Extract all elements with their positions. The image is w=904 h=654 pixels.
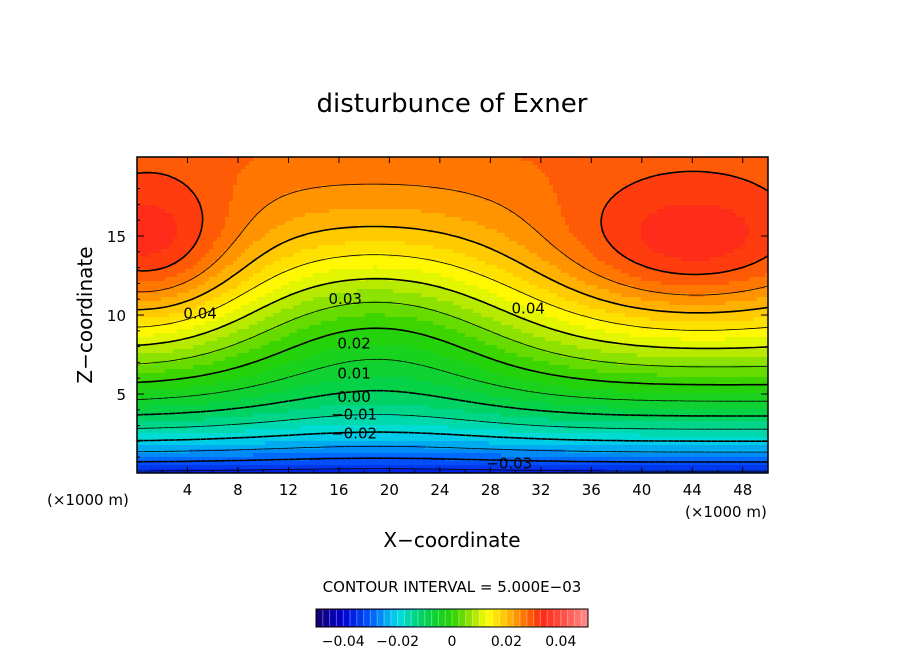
colorbar-cell xyxy=(533,610,541,626)
contour-line xyxy=(137,183,768,296)
contour-line xyxy=(137,254,768,331)
contour-line xyxy=(137,431,768,442)
y-tick-label: 10 xyxy=(107,307,126,325)
contour-labels: 0.04 0.03 0.04 0.02 0.01 0.00−0.01−0.02 −0.03 xyxy=(183,290,545,472)
chart-title: disturbunce of Exner xyxy=(317,89,588,119)
colorbar-cell xyxy=(438,610,446,626)
contour-line xyxy=(137,414,768,430)
colorbar-cell xyxy=(486,610,493,626)
contour-label: 0.04 xyxy=(183,304,216,322)
contour-line xyxy=(137,277,768,350)
contour-line xyxy=(137,445,768,453)
colorbar-cell xyxy=(574,610,582,626)
colorbar-tick-label: 0.02 xyxy=(491,634,522,650)
x-tick-label: 20 xyxy=(380,481,399,499)
contour-label: −0.02 xyxy=(331,425,377,443)
y-tick-label: 15 xyxy=(107,228,126,246)
colorbar-cell xyxy=(479,610,486,626)
contour-label: 0.00 xyxy=(337,388,370,406)
contour-line xyxy=(137,457,768,463)
x-tick-label: 36 xyxy=(582,481,601,499)
colorbar-cell xyxy=(397,610,405,626)
x-tick-label: 4 xyxy=(183,481,193,499)
colorbar-cell xyxy=(513,610,520,626)
contour-field xyxy=(137,157,768,473)
colorbar-cell xyxy=(418,610,425,626)
colorbar-cell xyxy=(350,610,357,626)
colorbar-cell xyxy=(322,610,330,626)
x-tick-label: 24 xyxy=(430,481,449,499)
colorbar-cell xyxy=(465,610,473,626)
colorbar-cell xyxy=(336,610,344,626)
colorbar-tick-label: −0.04 xyxy=(322,634,365,650)
colorbar-tick-label: 0.04 xyxy=(545,634,576,650)
colorbar-cell xyxy=(356,610,364,626)
contour-label: −0.01 xyxy=(331,406,377,424)
x-unit-right: (×1000 m) xyxy=(685,503,767,521)
colorbar-cell xyxy=(411,610,418,626)
x-tick-label: 32 xyxy=(531,481,550,499)
colorbar-cell xyxy=(499,610,507,626)
colorbar-cell xyxy=(404,610,412,626)
colorbar-cell xyxy=(492,610,500,626)
x-tick-label: 48 xyxy=(733,481,752,499)
colorbar-cell xyxy=(520,610,527,626)
contour-line xyxy=(137,301,768,368)
colorbar-cell xyxy=(554,610,561,626)
colorbar-cell xyxy=(526,610,534,626)
colorbar-cell xyxy=(452,610,459,626)
contour-line xyxy=(137,358,768,402)
x-tick-label: 8 xyxy=(233,481,243,499)
contour-line xyxy=(137,468,768,472)
contour-lines xyxy=(137,170,768,472)
x-tick-label: 28 xyxy=(481,481,500,499)
colorbar-tick-label: 0 xyxy=(448,634,457,650)
colorbar-cell xyxy=(581,610,588,626)
contour-label: 0.01 xyxy=(337,364,370,382)
y-tick-label: 5 xyxy=(116,386,126,404)
colorbar-cell xyxy=(472,610,480,626)
contour-label: 0.02 xyxy=(337,334,370,352)
x-axis: 4 8 12 16 20 24 28 32 36 40 44 48 xyxy=(161,157,752,499)
colorbar-cell xyxy=(316,610,323,626)
colorbar-cell xyxy=(384,610,391,626)
x-tick-label: 40 xyxy=(632,481,651,499)
x-tick-label: 44 xyxy=(683,481,702,499)
contour-interval-text: CONTOUR INTERVAL = 5.000E−03 xyxy=(323,578,582,596)
contour-line xyxy=(137,389,768,417)
colorbar-cell xyxy=(567,610,575,626)
contour-label: 0.04 xyxy=(512,300,545,318)
y-axis: 5 10 15 xyxy=(107,172,768,458)
colorbar-stripes xyxy=(315,608,589,628)
colorbar-cell xyxy=(540,610,548,626)
colorbar-cell xyxy=(370,610,378,626)
colorbar-cell xyxy=(458,610,466,626)
colorbar-cell xyxy=(547,610,554,626)
y-axis-label: Z−coordinate xyxy=(73,246,97,383)
colorbar-tick-label: −0.02 xyxy=(376,634,419,650)
contour-line xyxy=(137,225,768,314)
colorbar-cell xyxy=(431,610,439,626)
colorbar-cell xyxy=(390,610,398,626)
contour-line xyxy=(137,170,768,276)
colorbar-labels: −0.04 −0.02 0 0.02 0.04 xyxy=(322,634,577,650)
colorbar-cell xyxy=(506,610,514,626)
colorbar-cell xyxy=(343,610,350,626)
colorbar-cell xyxy=(329,610,337,626)
contour-label: −0.03 xyxy=(486,455,532,473)
colorbar-cell xyxy=(445,610,452,626)
contour-line xyxy=(137,327,768,386)
colorbar-cell xyxy=(424,610,432,626)
colorbar-cell xyxy=(363,610,371,626)
x-unit-left: (×1000 m) xyxy=(47,491,129,509)
colorbar-cell xyxy=(377,610,384,626)
colorbar-cell xyxy=(560,610,568,626)
x-axis-label: X−coordinate xyxy=(383,528,520,552)
contour-label: 0.03 xyxy=(329,290,362,308)
x-tick-label: 12 xyxy=(279,481,298,499)
x-tick-label: 16 xyxy=(329,481,348,499)
